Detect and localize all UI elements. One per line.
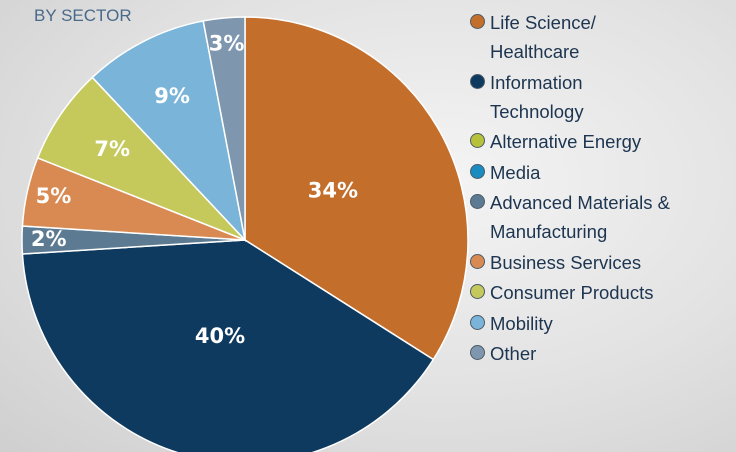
legend-swatch (470, 284, 485, 299)
legend-label: Life Science/ Healthcare (490, 8, 596, 66)
legend-item: Media (470, 158, 732, 187)
legend-item: Alternative Energy (470, 127, 732, 156)
legend-swatch (470, 315, 485, 330)
chart-title: BY SECTOR (34, 6, 132, 26)
value-label: 34% (308, 179, 358, 203)
value-label: 7% (94, 137, 130, 161)
legend-label: Business Services (490, 248, 641, 277)
legend-swatch (470, 194, 485, 209)
legend-label: Other (490, 339, 536, 368)
legend-item: Business Services (470, 248, 732, 277)
page: 34% 40% 2% 5% 7% 9% 3% BY SECTOR Life Science/… (0, 0, 736, 452)
value-label: 9% (154, 84, 190, 108)
legend-item: Life Science/ Healthcare (470, 8, 732, 66)
legend-swatch (470, 164, 485, 179)
legend-label: Advanced Materials & Manufacturing (490, 188, 670, 246)
legend-label: Alternative Energy (490, 127, 641, 156)
value-label: 40% (195, 324, 245, 348)
value-label: 5% (36, 184, 72, 208)
legend-swatch (470, 14, 485, 29)
legend-item: Mobility (470, 309, 732, 338)
legend-swatch (470, 133, 485, 148)
legend-item: Information Technology (470, 68, 732, 126)
legend-item: Consumer Products (470, 278, 732, 307)
legend-label: Consumer Products (490, 278, 653, 307)
value-label: 3% (209, 32, 245, 56)
legend-swatch (470, 254, 485, 269)
legend-swatch (470, 345, 485, 360)
legend-item: Other (470, 339, 732, 368)
legend-label: Information Technology (490, 68, 584, 126)
legend-label: Mobility (490, 309, 553, 338)
legend-item: Advanced Materials & Manufacturing (470, 188, 732, 246)
value-label: 2% (31, 227, 67, 251)
legend-swatch (470, 74, 485, 89)
legend-label: Media (490, 158, 540, 187)
